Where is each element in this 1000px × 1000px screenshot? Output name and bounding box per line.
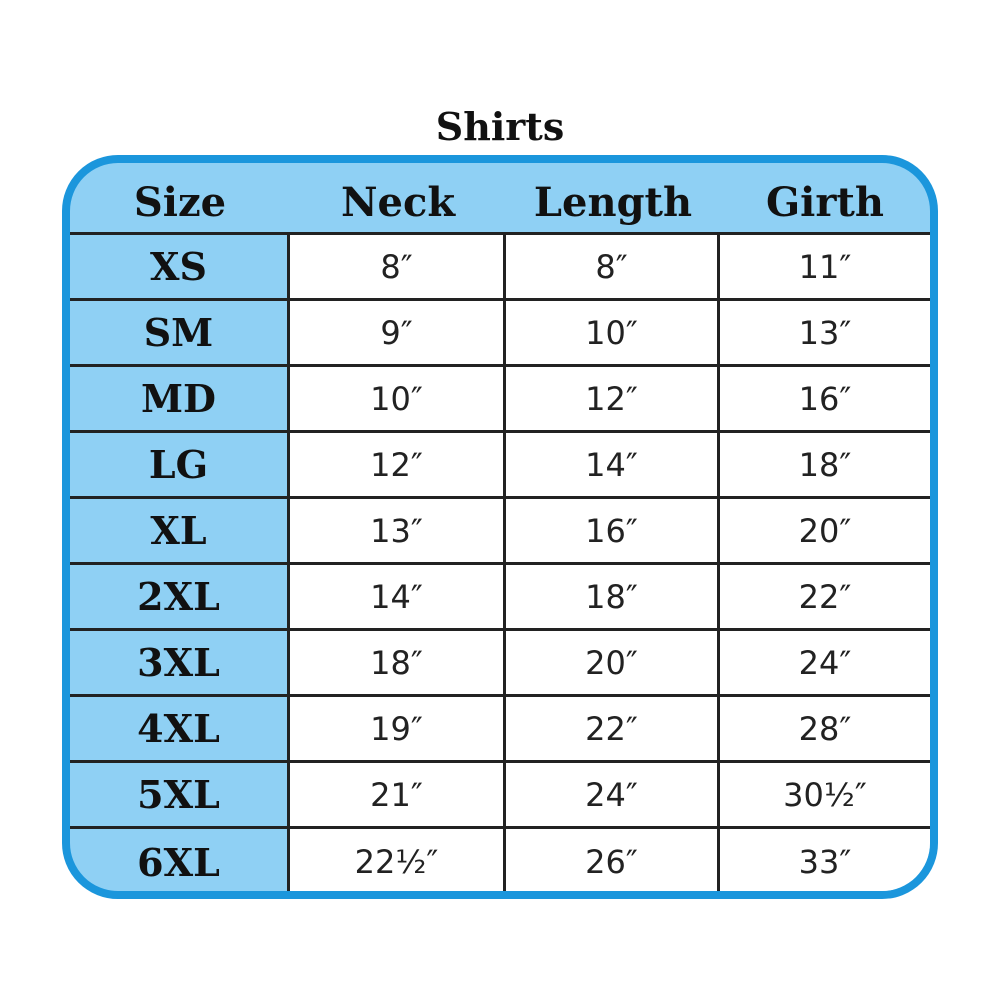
measurement-cell: 14″ bbox=[290, 565, 506, 631]
size-label: SM bbox=[70, 301, 290, 367]
measurement-cell: 24″ bbox=[720, 631, 930, 697]
measurement-cell: 22½″ bbox=[290, 829, 506, 891]
size-label: 2XL bbox=[70, 565, 290, 631]
measurement-cell: 22″ bbox=[720, 565, 930, 631]
measurement-cell: 14″ bbox=[506, 433, 720, 499]
size-label: 6XL bbox=[70, 829, 290, 891]
size-table-grid: Size Neck Length Girth XS 8″ 8″ 11″ SM 9″ 10″ 13″ MD… bbox=[70, 163, 930, 891]
measurement-cell: 20″ bbox=[720, 499, 930, 565]
size-label: 4XL bbox=[70, 697, 290, 763]
measurement-cell: 28″ bbox=[720, 697, 930, 763]
measurement-cell: 18″ bbox=[290, 631, 506, 697]
measurement-cell: 22″ bbox=[506, 697, 720, 763]
size-label: 5XL bbox=[70, 763, 290, 829]
measurement-cell: 19″ bbox=[290, 697, 506, 763]
measurement-cell: 18″ bbox=[720, 433, 930, 499]
column-header-girth: Girth bbox=[720, 163, 930, 235]
measurement-cell: 12″ bbox=[290, 433, 506, 499]
measurement-cell: 13″ bbox=[720, 301, 930, 367]
column-header-neck: Neck bbox=[290, 163, 506, 235]
measurement-cell: 9″ bbox=[290, 301, 506, 367]
measurement-cell: 33″ bbox=[720, 829, 930, 891]
measurement-cell: 26″ bbox=[506, 829, 720, 891]
measurement-cell: 13″ bbox=[290, 499, 506, 565]
size-label: XL bbox=[70, 499, 290, 565]
measurement-cell: 10″ bbox=[506, 301, 720, 367]
measurement-cell: 11″ bbox=[720, 235, 930, 301]
chart-title: Shirts bbox=[435, 104, 565, 149]
measurement-cell: 16″ bbox=[506, 499, 720, 565]
measurement-cell: 12″ bbox=[506, 367, 720, 433]
measurement-cell: 8″ bbox=[290, 235, 506, 301]
size-label: XS bbox=[70, 235, 290, 301]
measurement-cell: 16″ bbox=[720, 367, 930, 433]
measurement-cell: 10″ bbox=[290, 367, 506, 433]
size-label: MD bbox=[70, 367, 290, 433]
size-table: Size Neck Length Girth XS 8″ 8″ 11″ SM 9″ 10″ 13″ MD… bbox=[62, 155, 938, 899]
column-header-size: Size bbox=[70, 163, 290, 235]
measurement-cell: 21″ bbox=[290, 763, 506, 829]
column-header-length: Length bbox=[506, 163, 720, 235]
size-label: LG bbox=[70, 433, 290, 499]
measurement-cell: 18″ bbox=[506, 565, 720, 631]
measurement-cell: 20″ bbox=[506, 631, 720, 697]
measurement-cell: 24″ bbox=[506, 763, 720, 829]
measurement-cell: 30½″ bbox=[720, 763, 930, 829]
size-label: 3XL bbox=[70, 631, 290, 697]
measurement-cell: 8″ bbox=[506, 235, 720, 301]
